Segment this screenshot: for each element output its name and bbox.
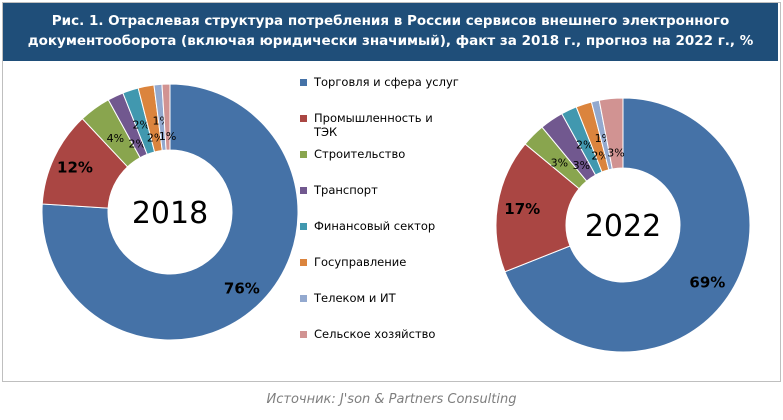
donut-slice-2022-1 xyxy=(495,143,580,273)
center-year-label: 2022 xyxy=(585,209,661,244)
donut-slice-2018-0 xyxy=(41,83,299,341)
legend-swatch xyxy=(300,151,307,158)
legend-swatch xyxy=(300,331,307,338)
legend-label: Промышленность и ТЭК xyxy=(314,111,433,139)
legend-item: Телеком и ИТ xyxy=(300,291,470,305)
legend-swatch xyxy=(300,259,307,266)
legend-item: Транспорт xyxy=(300,183,470,197)
data-label: 2% xyxy=(133,119,150,132)
legend-swatch xyxy=(300,187,307,194)
legend-label: Финансовый сектор xyxy=(314,219,436,233)
donut-slice-2022-7 xyxy=(598,97,624,170)
data-label: 1% xyxy=(159,130,176,143)
legend-label: Телеком и ИТ xyxy=(314,291,396,305)
legend-item: Госуправление xyxy=(300,255,470,269)
legend-item: Промышленность и ТЭК xyxy=(300,111,470,139)
legend-item: Торговля и сфера услуг xyxy=(300,75,470,89)
chart-title: Рис. 1. Отраслевая структура потребления… xyxy=(3,3,778,61)
data-label: 3% xyxy=(607,146,624,159)
legend-swatch xyxy=(300,115,307,122)
data-label: 3% xyxy=(551,156,568,169)
legend-label: Торговля и сфера услуг xyxy=(314,75,459,89)
legend-item: Строительство xyxy=(300,147,470,161)
data-label: 69% xyxy=(689,273,725,291)
donut-slice-2022-0 xyxy=(504,97,751,353)
legend-swatch xyxy=(300,79,307,86)
data-label: 3% xyxy=(573,159,590,172)
data-label: 12% xyxy=(57,158,93,176)
legend-swatch xyxy=(300,223,307,230)
data-label: 2% xyxy=(576,139,593,152)
data-label: 76% xyxy=(224,280,260,298)
legend-swatch xyxy=(300,295,307,302)
data-label: 4% xyxy=(107,132,124,145)
legend-label: Строительство xyxy=(314,147,406,161)
chart-frame xyxy=(2,2,781,382)
source-note: Источник: J'son & Partners Consulting xyxy=(266,392,517,407)
data-label: 17% xyxy=(504,200,540,218)
donut-slice-2018-7 xyxy=(161,83,171,151)
legend-label: Госуправление xyxy=(314,255,407,269)
legend-item: Финансовый сектор xyxy=(300,219,470,233)
legend-item: Сельское хозяйство xyxy=(300,327,470,341)
center-year-label: 2018 xyxy=(132,196,208,231)
legend-label: Транспорт xyxy=(314,183,378,197)
legend-label: Сельское хозяйство xyxy=(314,327,436,341)
